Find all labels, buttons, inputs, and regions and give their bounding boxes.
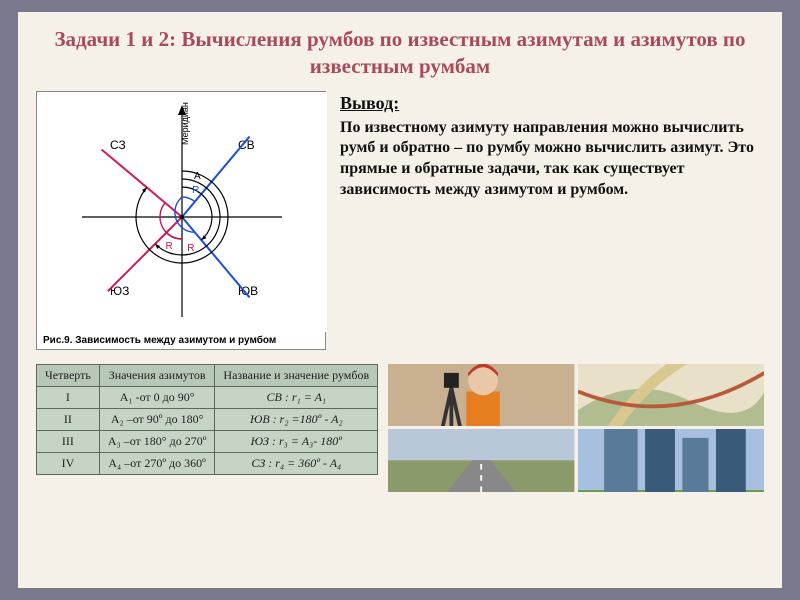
table-cell: IV <box>37 452 100 474</box>
conclusion-body: По известному азимуту направления можно … <box>340 118 764 201</box>
svg-text:R: R <box>187 243 194 254</box>
table-cell: ЮЗ : r₃ = A₃- 180º <box>215 430 378 452</box>
figure-caption: Рис.9. Зависимость между азимутом и румб… <box>37 332 325 349</box>
table-cell: А₃ –от 180° до 270º <box>99 430 215 452</box>
table-cell: СЗ : r₄ = 360º - A₄ <box>215 452 378 474</box>
table-cell: А₁ -от 0 до 90° <box>99 386 215 408</box>
thumb-city <box>578 429 764 492</box>
slide-title: Задачи 1 и 2: Вычисления румбов по извес… <box>44 26 756 81</box>
bottom-row: ЧетвертьЗначения азимутовНазвание и знач… <box>36 364 764 492</box>
figure-box: МеридианСВСЗЮВЮЗRARR Рис.9. Зависимость … <box>36 91 326 350</box>
table-row: IVА₄ –от 270º до 360ºСЗ : r₄ = 360º - A₄ <box>37 452 378 474</box>
table-row: IIIА₃ –от 180° до 270ºЮЗ : r₃ = A₃- 180º <box>37 430 378 452</box>
table-cell: СВ : r₁ = A₁ <box>215 386 378 408</box>
table-cell: ЮВ : r₂ =180º - A₂ <box>215 408 378 430</box>
title-region: Задачи 1 и 2: Вычисления румбов по извес… <box>36 26 764 81</box>
svg-text:R: R <box>192 185 199 196</box>
thumb-surveyor <box>388 364 574 427</box>
table-cell: II <box>37 408 100 430</box>
azimuth-diagram: МеридианСВСЗЮВЮЗRARR <box>37 92 327 332</box>
table-cell: А₄ –от 270º до 360º <box>99 452 215 474</box>
conclusion-heading: Вывод: <box>340 93 764 114</box>
table-cell: III <box>37 430 100 452</box>
conclusion-column: Вывод: По известному азимуту направления… <box>340 91 764 201</box>
table-cell: I <box>37 386 100 408</box>
table-header: Четверть <box>37 364 100 386</box>
svg-text:R: R <box>165 241 172 252</box>
table-cell: А₂ –от 90º до 180° <box>99 408 215 430</box>
main-row: МеридианСВСЗЮВЮЗRARR Рис.9. Зависимость … <box>36 91 764 350</box>
svg-text:Меридиан: Меридиан <box>180 102 190 145</box>
table-row: IIА₂ –от 90º до 180°ЮВ : r₂ =180º - A₂ <box>37 408 378 430</box>
table-row: IА₁ -от 0 до 90°СВ : r₁ = A₁ <box>37 386 378 408</box>
table-header: Значения азимутов <box>99 364 215 386</box>
table-header: Название и значение румбов <box>215 364 378 386</box>
image-grid <box>388 364 764 492</box>
thumb-map <box>578 364 764 427</box>
thumb-runway <box>388 429 574 492</box>
rhumb-table: ЧетвертьЗначения азимутовНазвание и знач… <box>36 364 378 475</box>
slide: Задачи 1 и 2: Вычисления румбов по извес… <box>18 12 782 588</box>
svg-text:A: A <box>194 171 201 182</box>
svg-text:СЗ: СЗ <box>110 138 126 152</box>
